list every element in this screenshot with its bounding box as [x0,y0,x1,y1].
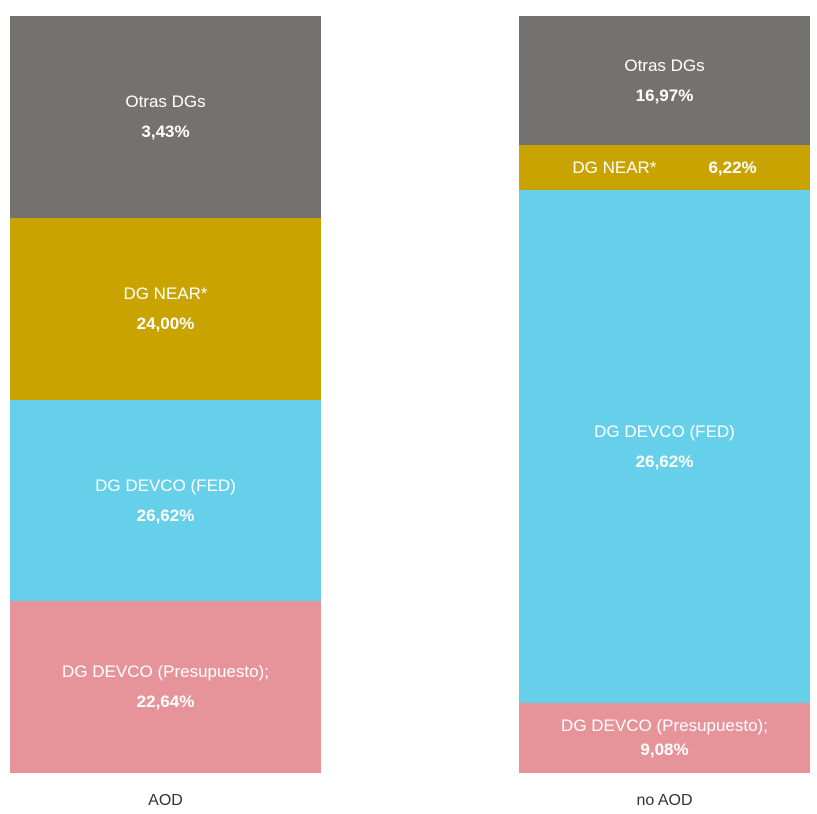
segment: Otras DGs 3,43% [10,16,321,218]
segment-name: Otras DGs [125,92,206,111]
segment: DG NEAR* 24,00% [10,218,321,400]
segment-name: DG DEVCO (FED) [594,421,735,441]
segment-value: 6,22% [708,157,757,177]
segment-value: 9,08% [640,740,689,759]
segment: DG DEVCO (Presupuesto); 22,64% [10,601,321,773]
segment-name: DG DEVCO (Presupuesto); [561,716,768,735]
segment-value: 22,64% [136,692,195,711]
segment-value: 16,97% [635,85,694,105]
segment-name: DG NEAR* [123,284,208,303]
segment: Otras DGs 16,97% [519,16,810,145]
column: Otras DGs 16,97% DG NEAR* 6,22% DG DEVCO… [519,16,810,773]
column-label: no AOD [636,792,693,809]
segment-value: 24,00% [136,314,195,333]
segment-name: DG DEVCO (FED) [95,475,236,495]
segment: DG DEVCO (FED) 26,62% [10,400,321,601]
segment-value: 3,43% [141,122,190,141]
segment-name: DG DEVCO (Presupuesto); [62,662,269,681]
column: Otras DGs 3,43% DG NEAR* 24,00% DG DEVCO… [10,16,321,773]
column-label: AOD [148,792,183,809]
segment-name: DG NEAR* [572,157,657,177]
segment-name: Otras DGs [624,55,705,75]
segment: DG DEVCO (FED) 26,62% [519,190,810,703]
segment: DG NEAR* 6,22% [519,145,810,190]
segment-value: 26,62% [635,451,694,471]
segment-value: 26,62% [136,505,195,525]
segment: DG DEVCO (Presupuesto); 9,08% [519,703,810,773]
